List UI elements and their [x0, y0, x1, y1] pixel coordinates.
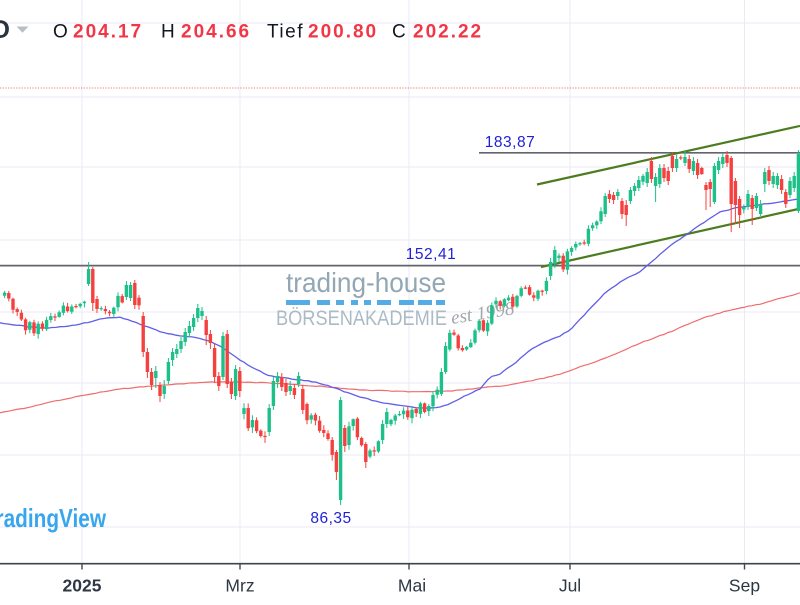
- svg-text:152,41: 152,41: [406, 246, 456, 263]
- svg-text:202.22: 202.22: [413, 22, 483, 43]
- svg-text:Mrz: Mrz: [225, 576, 254, 596]
- svg-text:183,87: 183,87: [485, 134, 535, 151]
- svg-text:Sep: Sep: [729, 576, 760, 596]
- svg-text:H: H: [161, 22, 175, 43]
- svg-text:C: C: [392, 22, 406, 43]
- svg-text:86,35: 86,35: [310, 510, 351, 527]
- svg-text:204.66: 204.66: [181, 22, 251, 43]
- svg-text:O: O: [0, 16, 10, 44]
- svg-text:O: O: [53, 22, 68, 43]
- svg-text:2025: 2025: [63, 576, 102, 596]
- svg-text:TradingView: TradingView: [0, 503, 107, 533]
- svg-text:BÖRSENAKADEMIE: BÖRSENAKADEMIE: [276, 307, 447, 330]
- svg-text:Mai: Mai: [398, 576, 426, 596]
- svg-text:trading-house: trading-house: [286, 267, 446, 298]
- svg-text:200.80: 200.80: [308, 22, 378, 43]
- svg-text:Jul: Jul: [559, 576, 581, 596]
- svg-text:204.17: 204.17: [73, 22, 143, 43]
- svg-text:Tief: Tief: [267, 22, 304, 43]
